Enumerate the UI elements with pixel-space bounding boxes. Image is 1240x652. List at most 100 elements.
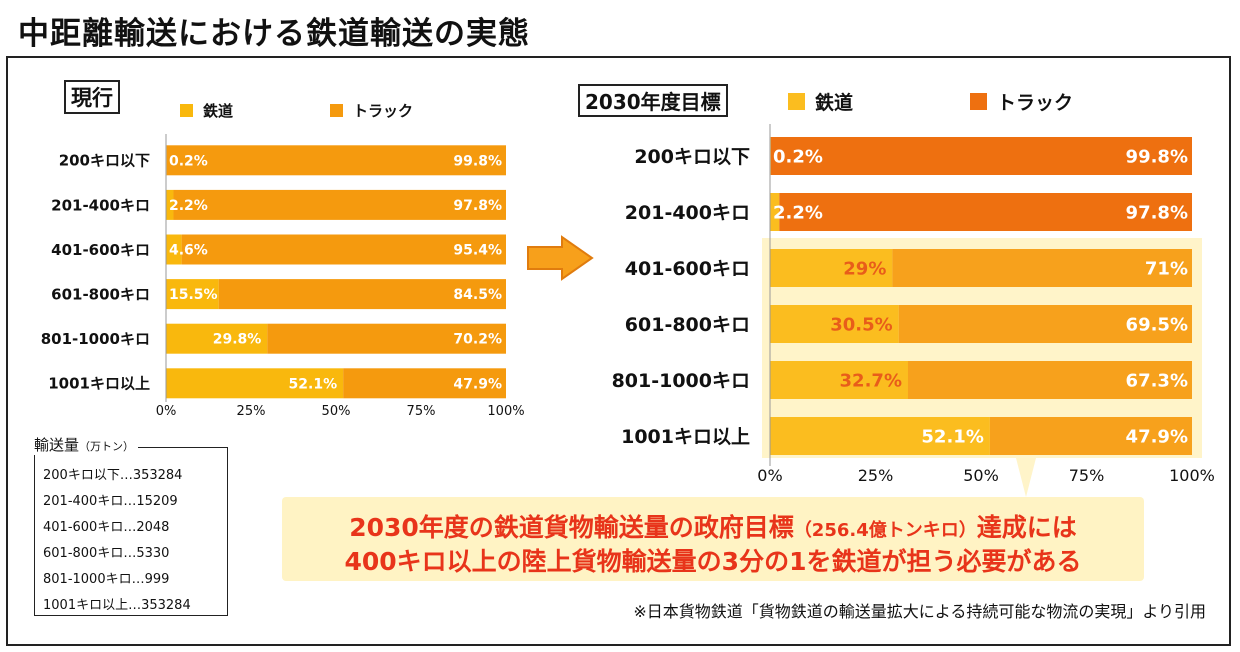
bar-truck [173,189,507,220]
data-label-truck: 47.9% [453,376,502,392]
volume-title-text: 輸送量 [34,436,80,454]
callout-text-b: （256.4億トンキロ） [793,520,977,541]
callout-text-a: 2030年度の鉄道貨物輸送量の政府目標 [349,513,794,542]
volume-title: 輸送量（万トン） [30,434,139,455]
y-tick-label: 601-800キロ [625,314,750,336]
bar-rail [166,323,268,354]
bar-truck [907,361,1192,399]
x-tick-label: 100% [1169,466,1215,485]
bar-rail [770,417,990,455]
volume-row: 401-600キロ…2048 [43,520,170,535]
y-tick-label: 201-400キロ [625,202,750,224]
legend-label-truck: トラック [353,102,414,120]
data-label-truck: 84.5% [453,287,502,303]
callout-box: 2030年度の鉄道貨物輸送量の政府目標（256.4億トンキロ）達成には 400キ… [282,497,1144,581]
data-label-rail: 4.6% [169,243,208,259]
data-label-rail: 15.5% [169,287,218,303]
legend-label-rail-target: 鉄道 [815,92,854,114]
volume-row: 1001キロ以上…353284 [43,598,191,613]
bar-rail [770,305,899,343]
data-label-rail: 29.8% [213,332,262,348]
x-tick-label: 25% [858,466,894,485]
legend-label-truck-target: トラック [997,92,1074,114]
y-tick-label: 401-600キロ [51,241,150,259]
data-label-rail: 30.5% [830,314,892,335]
legend-swatch-rail [180,104,193,117]
source-note: ※日本貨物鉄道「貨物鉄道の輸送量拡大による持続可能な物流の実現」より引用 [633,602,1206,621]
bar-truck [181,234,506,265]
bar-truck [166,145,506,176]
y-tick-label: 200キロ以下 [59,152,150,170]
data-label-truck: 70.2% [453,332,502,348]
page-title: 中距離輸送における鉄道輸送の実態 [18,16,530,52]
y-tick-label: 1001キロ以上 [621,426,750,448]
target-tag: 2030年度目標 [578,84,728,117]
x-tick-label: 0% [757,466,782,485]
bar-rail [770,361,908,399]
data-label-truck: 97.8% [1126,202,1188,223]
volume-row: 601-800キロ…5330 [43,546,170,561]
bar-truck [892,249,1192,287]
data-label-rail: 32.7% [840,370,902,391]
bar-rail [770,249,893,287]
arrow-right-icon [527,235,594,281]
chart-frame [6,56,1231,646]
data-label-rail: 0.2% [169,153,208,169]
bar-truck [779,193,1192,231]
data-label-truck: 71% [1145,258,1188,279]
callout-text-c: 達成には [976,513,1077,542]
volume-box: 200キロ以下…353284 201-400キロ…15209 401-600キロ… [34,447,228,616]
data-label-rail: 2.2% [773,202,823,223]
bar-truck [770,137,1192,175]
x-tick-label: 75% [1069,466,1105,485]
y-tick-label: 1001キロ以上 [48,375,150,393]
callout-line-1: 2030年度の鉄道貨物輸送量の政府目標（256.4億トンキロ）達成には [282,508,1144,544]
y-tick-label: 601-800キロ [51,286,150,304]
bar-truck [343,368,506,399]
bar-rail [166,189,174,220]
data-label-rail: 0.2% [773,146,823,167]
data-label-rail: 2.2% [169,198,208,214]
data-label-rail: 52.1% [921,426,983,447]
x-tick-label: 100% [487,404,524,419]
legend-rail-target: 鉄道 [788,88,853,115]
callout-line-2: 400キロ以上の陸上貨物輸送量の3分の1を鉄道が担う必要がある [344,547,1082,576]
legend-swatch-rail-target [788,93,805,110]
bar-truck [218,279,506,310]
x-tick-label: 75% [407,404,436,419]
bar-truck [267,323,506,354]
volume-row: 801-1000キロ…999 [43,572,170,587]
legend-swatch-truck-target [970,93,987,110]
volume-row: 200キロ以下…353284 [43,468,183,483]
callout-pointer [1016,458,1036,497]
legend-truck-current: トラック [330,100,413,121]
bar-rail [166,368,344,399]
volume-row: 201-400キロ…15209 [43,494,178,509]
legend-label-rail: 鉄道 [203,102,234,120]
legend-rail-current: 鉄道 [180,100,233,121]
data-label-truck: 69.5% [1126,314,1188,335]
bar-truck [898,305,1192,343]
y-tick-label: 401-600キロ [625,258,750,280]
data-label-truck: 99.8% [453,153,502,169]
y-tick-label: 201-400キロ [51,196,150,214]
y-tick-label: 801-1000キロ [612,370,750,392]
data-label-truck: 95.4% [453,243,502,259]
x-tick-label: 50% [963,466,999,485]
y-tick-label: 200キロ以下 [634,146,750,168]
legend-truck-target: トラック [970,88,1073,115]
data-label-truck: 67.3% [1126,370,1188,391]
data-label-truck: 97.8% [453,198,502,214]
x-tick-label: 0% [156,404,177,419]
data-label-rail: 52.1% [289,376,338,392]
x-tick-label: 50% [322,404,351,419]
y-tick-label: 801-1000キロ [41,330,150,348]
bar-truck [989,417,1192,455]
data-label-truck: 47.9% [1126,426,1188,447]
bar-rail [166,234,182,265]
data-label-rail: 29% [843,258,886,279]
bar-rail [166,279,219,310]
legend-swatch-truck [330,104,343,117]
data-label-truck: 99.8% [1126,146,1188,167]
